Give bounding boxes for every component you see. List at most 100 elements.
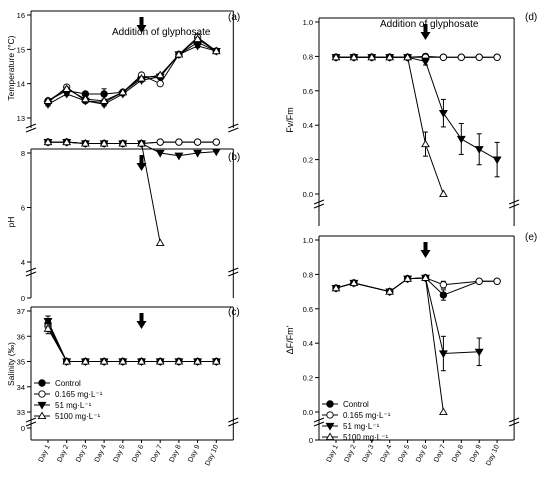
data-point — [331, 283, 341, 292]
legend-marker — [37, 401, 47, 410]
y-tick-label: 16 — [17, 11, 25, 20]
series-line — [47, 38, 217, 102]
data-point — [439, 407, 448, 416]
data-point — [193, 357, 202, 365]
y-tick-zero-label: 0 — [309, 436, 313, 445]
y-tick-label: 0.0 — [303, 190, 313, 199]
legend-label: 5100 mg·L⁻¹ — [55, 412, 100, 421]
axis-break-right — [228, 267, 239, 277]
x-tick-label: Day 1 — [38, 444, 52, 464]
x-tick-label: Day 7 — [433, 444, 447, 464]
data-point — [175, 138, 183, 146]
series-3 — [43, 34, 221, 104]
x-tick-label: Day 10 — [485, 444, 501, 467]
series-line — [335, 277, 444, 413]
y-tick-label: 0.8 — [303, 52, 313, 61]
data-point — [193, 42, 203, 51]
y-tick-label: 37 — [17, 307, 25, 316]
x-tick-label: Day 2 — [344, 444, 358, 464]
x-tick-label: Day 3 — [362, 444, 376, 464]
data-point — [43, 318, 53, 326]
legend-label: 5100 mg·L⁻¹ — [343, 433, 388, 442]
data-point — [99, 357, 109, 365]
data-point — [474, 146, 484, 154]
series-line — [47, 328, 217, 362]
arrow-icon — [136, 155, 147, 171]
data-point — [118, 357, 128, 365]
data-point — [475, 53, 483, 61]
data-point — [155, 238, 165, 246]
series-2 — [43, 42, 221, 109]
y-tick-zero-label: 0 — [21, 294, 25, 303]
x-tick-label: Day 9 — [187, 444, 201, 464]
axis-break-right — [508, 417, 520, 427]
ylabel-deltaf: ΔF/Fm' — [285, 325, 295, 354]
data-point — [403, 274, 412, 282]
y-tick-label: 8 — [21, 149, 25, 158]
panel-label-b: (b) — [228, 152, 240, 163]
data-point — [349, 278, 359, 287]
data-point — [385, 287, 395, 295]
legend-marker — [326, 411, 334, 419]
y-tick-label: 0.0 — [303, 408, 313, 417]
series-line — [47, 323, 217, 362]
x-tick-label: Day 10 — [204, 444, 220, 467]
data-point — [492, 156, 502, 165]
data-point — [81, 94, 90, 103]
y-tick-label: 35 — [17, 358, 25, 367]
data-point — [438, 110, 448, 118]
series-line — [336, 56, 444, 195]
y-tick-label: 14 — [17, 80, 25, 89]
x-tick-label: Day 6 — [415, 444, 429, 464]
x-tick-label: Day 4 — [379, 444, 393, 464]
data-point — [421, 273, 430, 281]
data-point — [118, 138, 128, 147]
data-point — [99, 96, 109, 104]
ylabel-salinity: Salinity (‰) — [6, 342, 16, 386]
x-tick-label: Day 3 — [75, 444, 89, 464]
legend-marker — [37, 411, 47, 420]
y-tick-label: 34 — [17, 383, 25, 392]
series-1 — [332, 274, 501, 296]
x-tick-label: Day 5 — [113, 444, 127, 464]
data-point — [155, 149, 165, 158]
data-point — [43, 324, 53, 332]
series-0 — [44, 38, 221, 105]
data-point — [193, 149, 203, 158]
axis-break — [25, 123, 37, 133]
data-point — [438, 350, 448, 359]
y-tick-label: 0.4 — [303, 339, 313, 348]
legend-marker — [326, 400, 334, 408]
axis-break-right — [228, 417, 239, 427]
series-2 — [43, 315, 221, 367]
axis-break-right — [508, 199, 520, 209]
data-point — [156, 138, 164, 146]
data-point — [100, 90, 108, 98]
series-3 — [43, 137, 165, 246]
axis-break — [313, 417, 325, 427]
y-tick-label: 33 — [17, 408, 25, 417]
data-point — [421, 58, 430, 67]
data-point — [475, 277, 483, 285]
legend-right: Control 0.165 mg·L⁻¹ 51 mg·L⁻¹ 5100 mg·L⁻¹ — [322, 400, 391, 442]
series-line — [47, 320, 217, 362]
data-point — [81, 357, 90, 365]
arrow-icon — [136, 17, 147, 33]
data-point — [403, 52, 412, 61]
data-point — [99, 138, 109, 147]
series-line — [47, 41, 217, 102]
panel-label-e: (e) — [525, 232, 537, 243]
ylabel-temperature: Temperature (°C) — [6, 35, 16, 100]
y-tick-label: 1.0 — [303, 236, 313, 245]
data-point — [385, 52, 395, 61]
data-point — [43, 96, 53, 104]
data-point — [174, 49, 184, 58]
y-tick-label: 0.4 — [303, 121, 313, 130]
data-point — [439, 291, 448, 299]
data-point — [137, 74, 146, 82]
x-tick-label: Day 5 — [397, 444, 411, 464]
x-tick-label: Day 7 — [150, 444, 164, 464]
series-2 — [331, 274, 484, 372]
legend-label: 51 mg·L⁻¹ — [55, 401, 92, 410]
